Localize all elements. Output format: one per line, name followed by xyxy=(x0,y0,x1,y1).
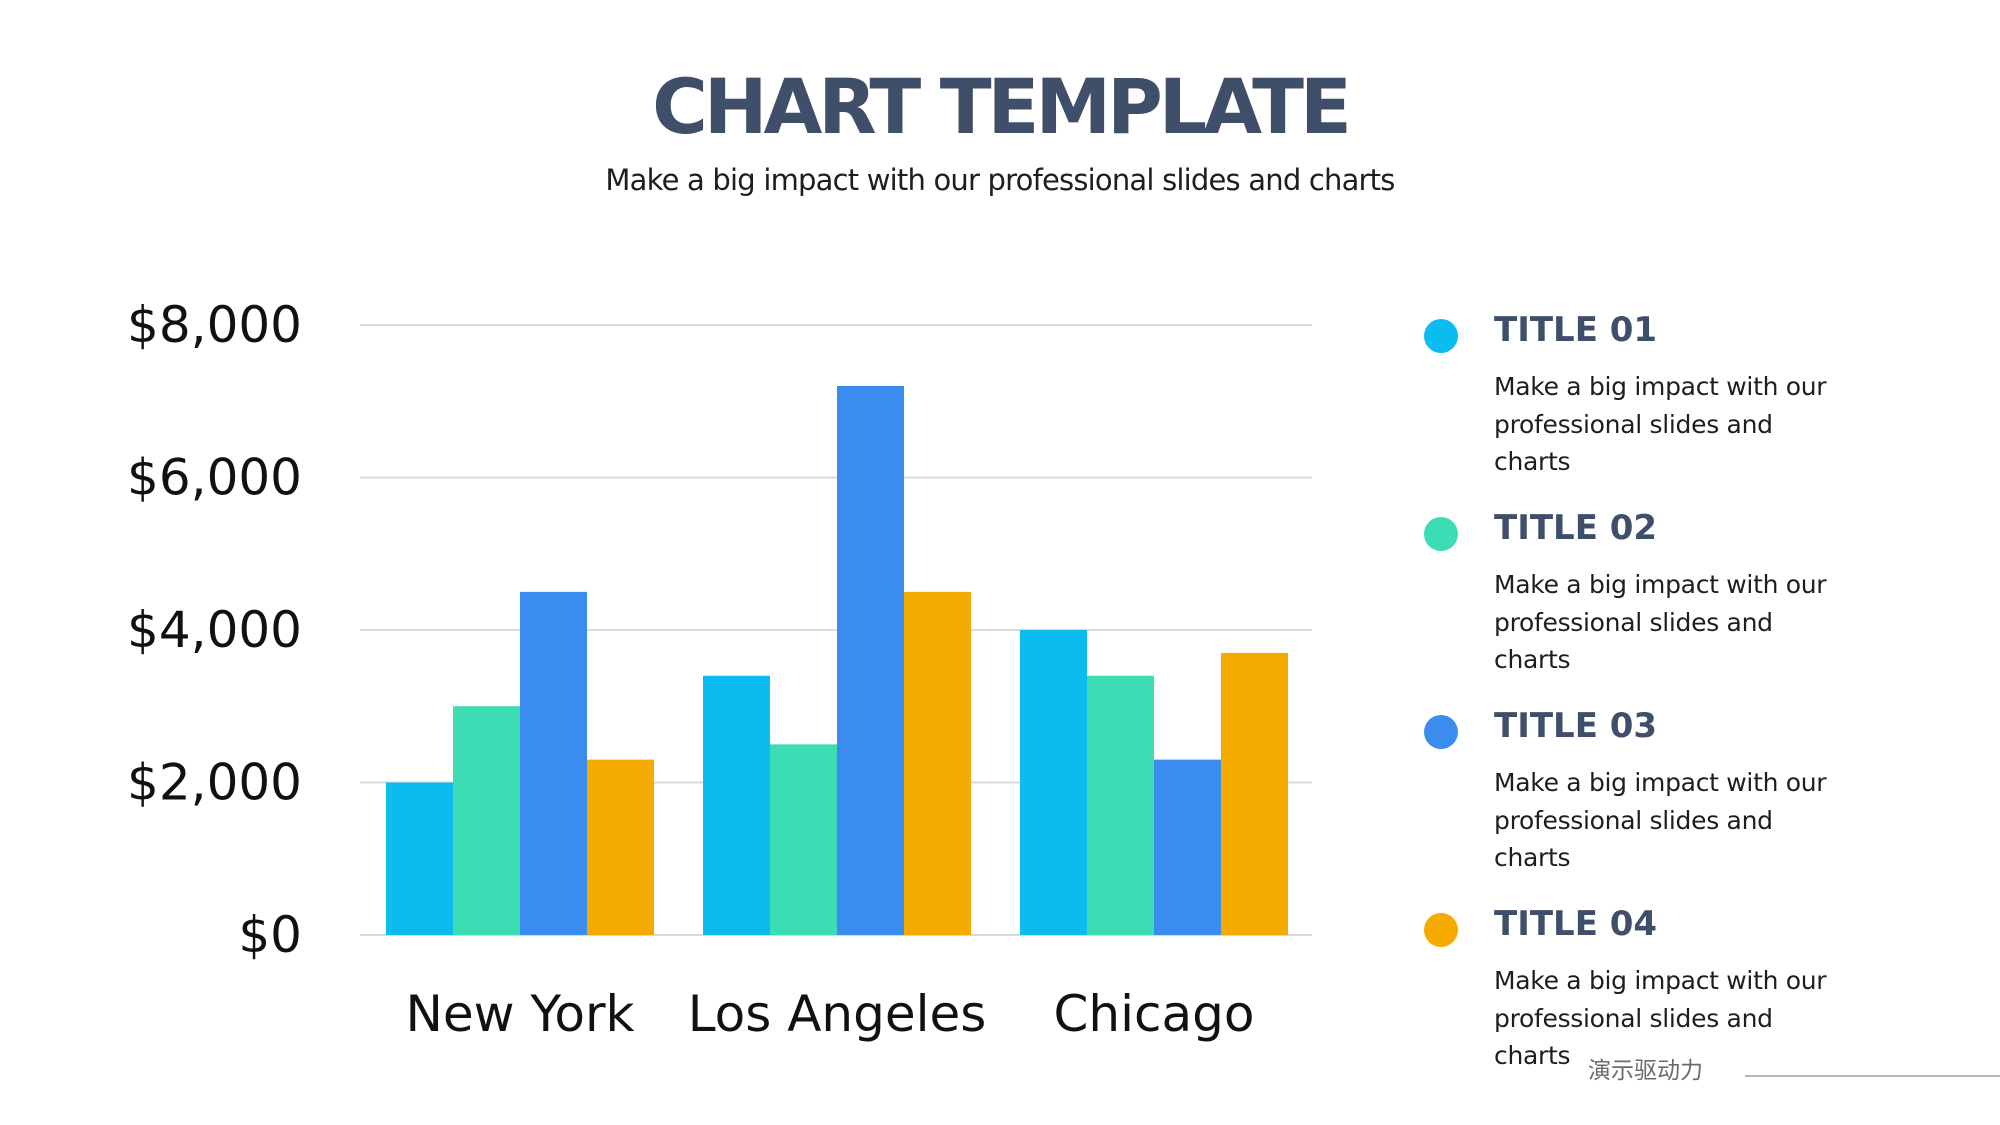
legend-item-text: Make a big impact with our professional … xyxy=(1494,966,1827,1070)
y-tick-label: $2,000 xyxy=(127,754,302,812)
legend-item: TITLE 03 Make a big impact with our prof… xyxy=(1422,702,1842,900)
legend-item: TITLE 02 Make a big impact with our prof… xyxy=(1422,504,1842,702)
legend-item: TITLE 04 Make a big impact with our prof… xyxy=(1422,900,1842,1098)
legend-item-text: Make a big impact with our professional … xyxy=(1494,570,1827,674)
page-title: CHART TEMPLATE xyxy=(652,62,1352,151)
legend-item-title: TITLE 04 xyxy=(1494,904,1658,944)
bar xyxy=(837,386,904,935)
bar xyxy=(1020,630,1087,935)
watermark-text: 演示驱动力 xyxy=(1588,1058,1703,1084)
legend-dot-icon xyxy=(1424,715,1458,749)
legend-item-title: TITLE 01 xyxy=(1494,310,1658,350)
y-tick-label: $8,000 xyxy=(127,296,302,354)
watermark-divider xyxy=(1745,1075,2000,1077)
legend-item: TITLE 01 Make a big impact with our prof… xyxy=(1422,306,1842,504)
legend: TITLE 01 Make a big impact with our prof… xyxy=(1422,306,1842,1098)
legend-item-text: Make a big impact with our professional … xyxy=(1494,768,1827,872)
page-subtitle: Make a big impact with our professional … xyxy=(605,163,1395,197)
bar xyxy=(520,591,587,935)
bar xyxy=(1087,675,1154,935)
legend-dot-icon xyxy=(1424,517,1458,551)
y-tick-label: $4,000 xyxy=(127,601,302,659)
bar xyxy=(1221,652,1288,935)
legend-dot-icon xyxy=(1424,319,1458,353)
bar xyxy=(453,706,520,935)
x-tick-label: New York xyxy=(406,985,635,1043)
bar xyxy=(703,675,770,935)
y-tick-label: $6,000 xyxy=(127,449,302,507)
legend-item-text: Make a big impact with our professional … xyxy=(1494,372,1827,476)
bar xyxy=(1154,759,1221,935)
legend-item-title: TITLE 03 xyxy=(1494,706,1658,746)
bar xyxy=(386,782,453,935)
x-tick-label: Chicago xyxy=(1054,985,1255,1043)
bar xyxy=(904,591,971,935)
y-tick-label: $0 xyxy=(238,906,302,964)
x-tick-label: Los Angeles xyxy=(688,985,987,1043)
bar-chart: $0 $2,000 $4,000 $6,000 $8,000 New York Los An… xyxy=(127,296,1312,1043)
bar xyxy=(770,744,837,935)
legend-dot-icon xyxy=(1424,913,1458,947)
bar xyxy=(587,759,654,935)
legend-item-title: TITLE 02 xyxy=(1494,508,1658,548)
